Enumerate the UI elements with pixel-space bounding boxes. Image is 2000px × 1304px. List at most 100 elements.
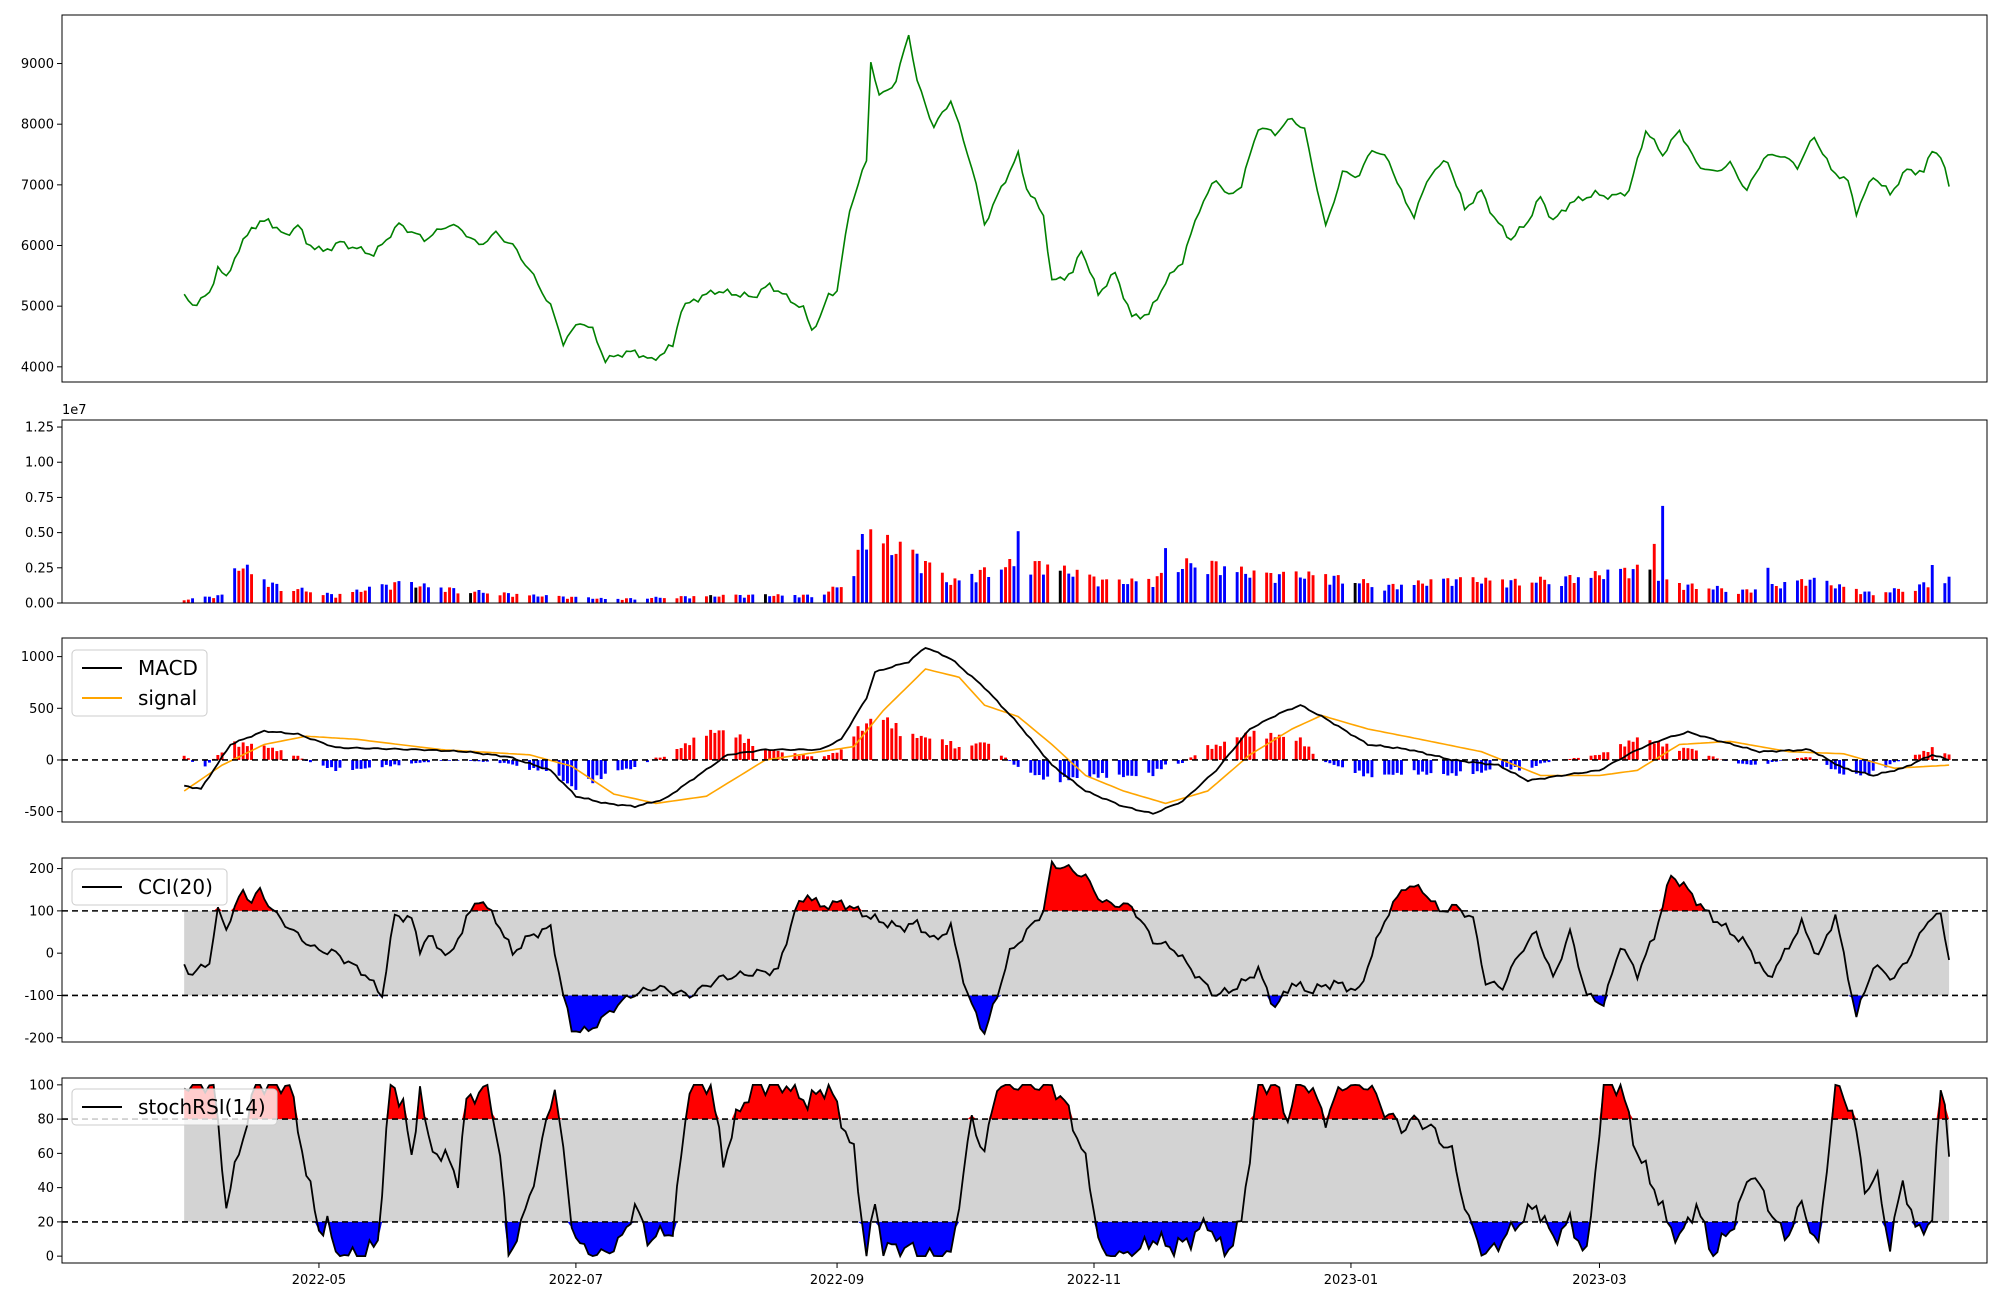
volume-bar <box>1628 578 1631 603</box>
volume-bar <box>242 569 245 604</box>
volume-bar <box>1223 566 1226 603</box>
macd-histogram-bar <box>469 760 472 761</box>
volume-bar <box>452 588 455 603</box>
macd-histogram-bar <box>1535 760 1538 766</box>
macd-histogram-bar <box>1695 751 1698 761</box>
volume-bar <box>1341 584 1344 603</box>
volume-bar <box>743 598 746 603</box>
volume-bar <box>1269 573 1272 603</box>
volume-bar <box>1358 583 1361 603</box>
price-ytick-label: 4000 <box>21 360 54 375</box>
volume-bar <box>457 593 460 603</box>
stochrsi-ytick-label: 40 <box>37 1181 54 1196</box>
macd-histogram-bar <box>1387 760 1390 775</box>
volume-bar <box>1691 584 1694 604</box>
macd-histogram-bar <box>924 737 927 760</box>
volume-bar <box>600 598 603 603</box>
volume-bar <box>1809 580 1812 603</box>
volume-bar <box>1034 561 1037 603</box>
volume-bar <box>979 570 982 603</box>
volume-bar <box>802 595 805 603</box>
macd-histogram-bar <box>1413 760 1416 770</box>
volume-bar <box>798 597 801 603</box>
macd-ytick-label: 500 <box>29 702 54 717</box>
volume-bar <box>1038 561 1041 603</box>
volume-bar <box>1451 586 1454 603</box>
macd-histogram-bar <box>1628 741 1631 761</box>
volume-bar <box>1215 561 1218 603</box>
volume-bar <box>528 595 531 603</box>
volume-bar <box>1421 584 1424 603</box>
macd-histogram-bar <box>1383 760 1386 775</box>
volume-bar <box>663 598 666 603</box>
macd-histogram-bar <box>684 743 687 760</box>
macd-histogram-bar <box>1038 760 1041 775</box>
volume-bar <box>924 561 927 603</box>
macd-histogram-bar <box>1531 760 1534 768</box>
macd-histogram-bar <box>1307 747 1310 760</box>
volume-bar <box>1889 592 1892 603</box>
macd-histogram-bar <box>204 760 207 766</box>
macd-histogram-bar <box>368 760 371 768</box>
xtick-label: 2022-09 <box>810 1273 864 1288</box>
volume-bar <box>777 594 780 603</box>
volume-bar <box>1206 574 1209 603</box>
volume-bar <box>1371 587 1374 603</box>
volume-bar <box>1897 589 1900 603</box>
macd-histogram-bar <box>713 733 716 760</box>
macd-histogram-bar <box>958 747 961 760</box>
volume-ytick-label: 1.25 <box>25 421 54 436</box>
cci-ytick-label: 100 <box>29 904 54 919</box>
volume-ytick-label: 0.75 <box>25 491 54 506</box>
macd-histogram-bar <box>1152 760 1155 776</box>
volume-bar <box>296 589 299 603</box>
volume-bar <box>1004 567 1007 603</box>
volume-bar <box>1354 583 1357 603</box>
volume-bar <box>1295 571 1298 603</box>
volume-bar <box>1278 574 1281 603</box>
volume-bar <box>722 595 725 603</box>
xtick-label: 2022-11 <box>1067 1273 1121 1288</box>
volume-bar <box>1029 575 1032 603</box>
macd-histogram-bar <box>886 717 889 760</box>
volume-bar <box>587 597 590 603</box>
macd-histogram-bar <box>267 748 270 760</box>
volume-bar <box>591 599 594 603</box>
volume-bar <box>393 582 396 603</box>
volume-bar <box>1046 565 1049 604</box>
macd-histogram-bar <box>794 753 797 760</box>
volume-bar <box>1619 569 1622 603</box>
volume-bar <box>1623 568 1626 603</box>
signal-legend-label: signal <box>138 686 197 710</box>
volume-bar <box>1606 570 1609 603</box>
volume-bar <box>1590 578 1593 603</box>
macd-histogram-bar <box>781 752 784 760</box>
volume-bar <box>1396 589 1399 603</box>
cci-ytick-label: 0 <box>46 947 54 962</box>
volume-bar <box>1931 565 1934 603</box>
volume-bar <box>1569 575 1572 603</box>
volume-bar <box>1927 587 1930 603</box>
macd-histogram-bar <box>1863 760 1866 772</box>
macd-histogram-bar <box>499 760 502 763</box>
volume-bar <box>1859 594 1862 603</box>
price-ytick-label: 7000 <box>21 178 54 193</box>
volume-bar <box>1708 589 1711 604</box>
price-ytick-label: 6000 <box>21 239 54 254</box>
volume-bar <box>1501 579 1504 603</box>
volume-bar <box>975 582 978 603</box>
volume-bar <box>541 597 544 604</box>
volume-bar <box>1459 577 1462 603</box>
macd-histogram-bar <box>216 755 219 760</box>
volume-bar <box>1303 579 1306 603</box>
volume-bar <box>617 599 620 603</box>
volume-bar <box>1868 592 1871 604</box>
volume-bar <box>326 593 329 603</box>
volume-bar <box>1413 585 1416 603</box>
volume-bar <box>1013 566 1016 603</box>
macd-histogram-bar <box>1392 760 1395 775</box>
volume-bar <box>633 600 636 603</box>
volume-bar <box>1063 566 1066 603</box>
macd-histogram-bar <box>334 760 337 771</box>
